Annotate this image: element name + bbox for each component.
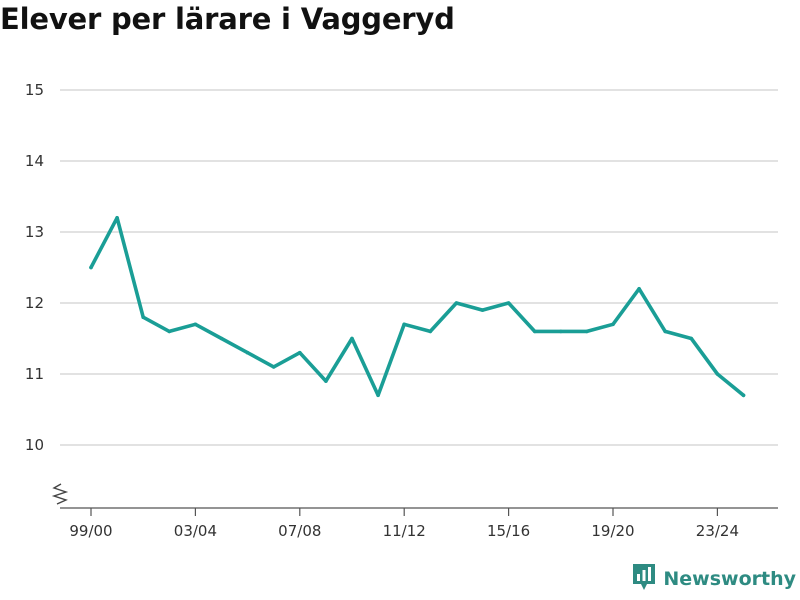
data-point xyxy=(715,372,720,376)
data-point xyxy=(454,301,459,305)
data-point xyxy=(219,336,224,341)
chart-title: Elever per lärare i Vaggeryd xyxy=(0,2,455,36)
data-point xyxy=(532,329,537,334)
x-tick-label: 15/16 xyxy=(487,522,530,540)
data-point xyxy=(585,329,589,334)
data-point xyxy=(167,329,172,334)
y-tick-label: 11 xyxy=(25,365,44,383)
data-point xyxy=(637,287,641,291)
gridlines xyxy=(60,89,778,446)
y-tick-labels: 10 11 12 13 14 15 xyxy=(25,81,44,454)
data-point xyxy=(689,336,694,341)
x-tick-label: 99/00 xyxy=(69,522,112,540)
data-point xyxy=(271,365,276,369)
y-tick-label: 12 xyxy=(25,294,44,312)
data-point xyxy=(89,265,93,270)
data-point xyxy=(115,216,119,220)
data-point xyxy=(611,322,615,327)
y-tick-label: 15 xyxy=(25,81,44,99)
data-point xyxy=(663,329,667,334)
data-point xyxy=(141,315,145,320)
data-point xyxy=(480,308,485,312)
x-tick-label: 19/20 xyxy=(591,522,634,540)
data-point xyxy=(402,322,407,327)
axis-break-icon xyxy=(51,483,69,505)
data-point xyxy=(193,322,198,327)
bar-chart-badge-icon xyxy=(631,562,657,596)
brand-name: Newsworthy xyxy=(663,568,796,590)
data-point xyxy=(741,393,746,398)
data-point xyxy=(506,301,511,305)
x-tick-label: 11/12 xyxy=(383,522,426,540)
data-point xyxy=(428,329,433,334)
x-tick-label: 03/04 xyxy=(174,522,217,540)
x-axis xyxy=(51,483,778,509)
y-tick-label: 10 xyxy=(25,436,44,454)
data-point xyxy=(376,393,380,398)
data-point xyxy=(559,329,563,334)
brand-logo: Newsworthy xyxy=(631,562,796,596)
y-tick-label: 13 xyxy=(25,223,44,241)
data-point xyxy=(350,336,354,341)
x-tick-label: 07/08 xyxy=(278,522,321,540)
data-point xyxy=(245,350,250,355)
data-point xyxy=(324,379,328,383)
y-tick-label: 14 xyxy=(25,152,44,170)
series-layer xyxy=(89,216,746,398)
series-line xyxy=(89,216,746,398)
data-point xyxy=(298,350,302,355)
x-tick-labels: 99/00 03/04 07/08 11/12 15/16 19/20 23/24 xyxy=(69,508,739,540)
x-tick-label: 23/24 xyxy=(696,522,739,540)
